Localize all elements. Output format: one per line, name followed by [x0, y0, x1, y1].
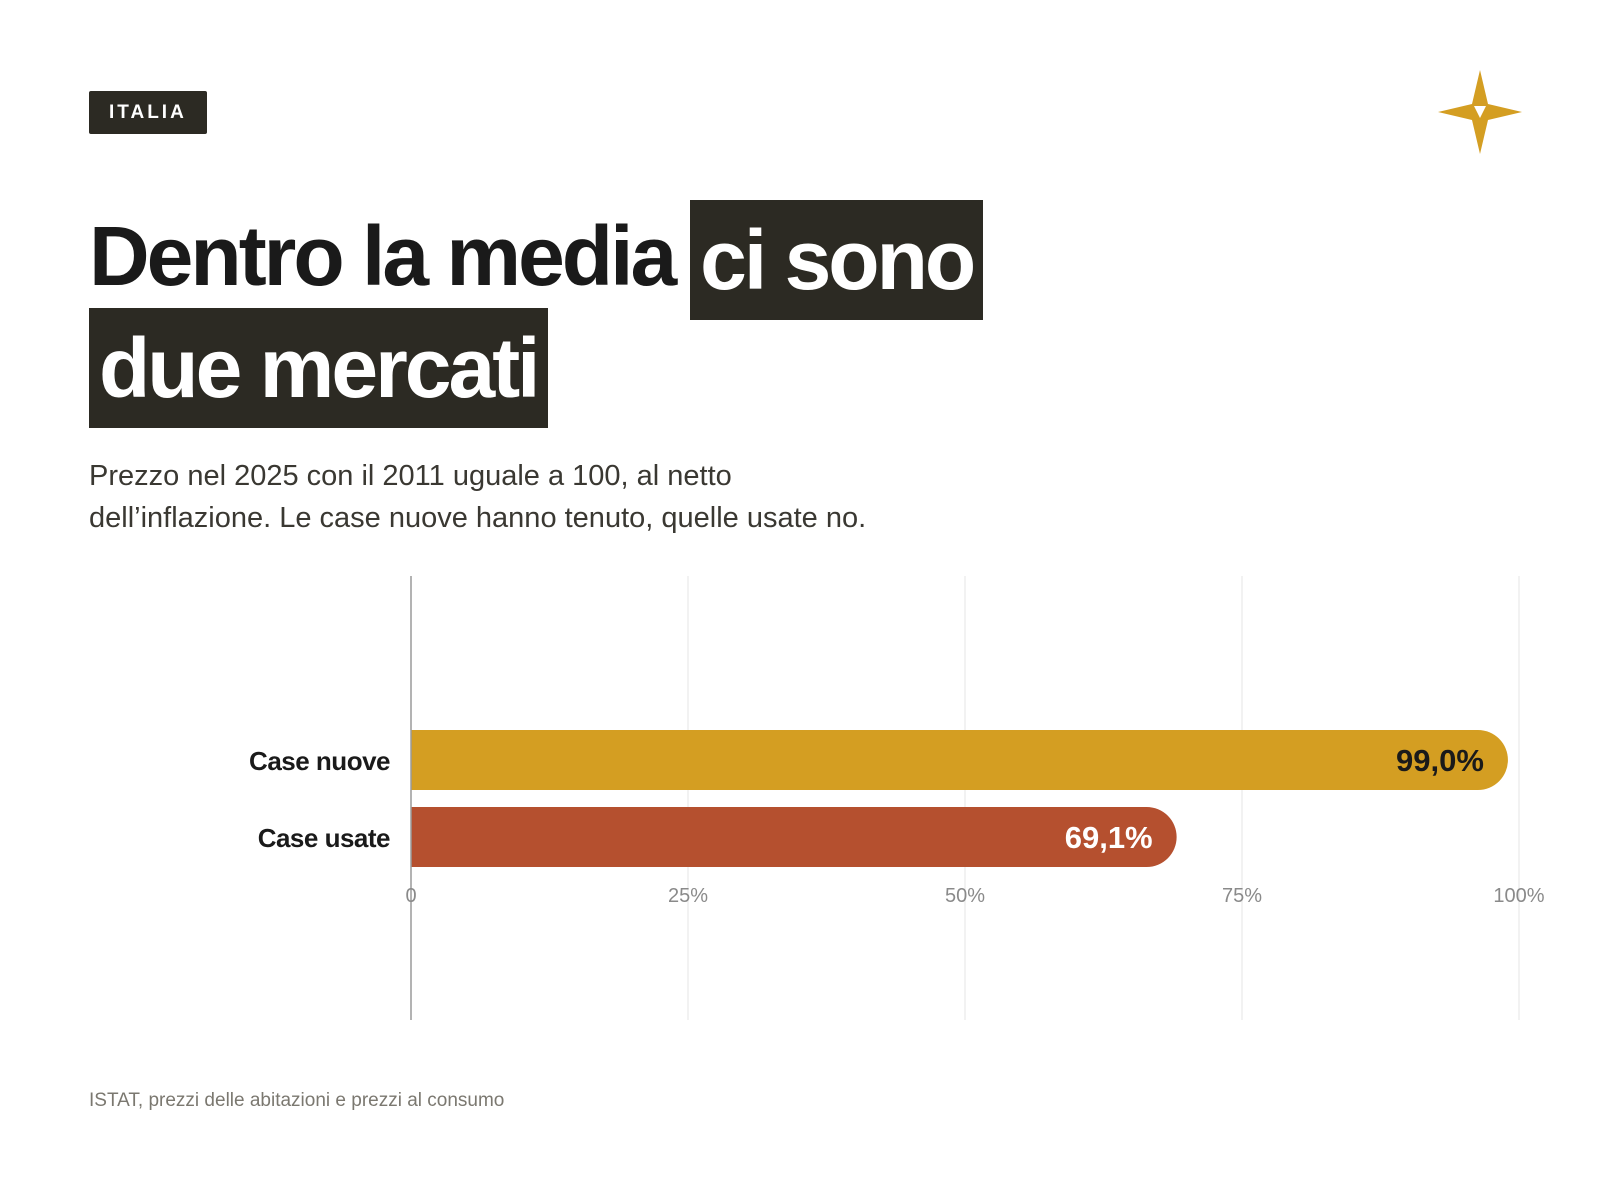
subtitle-line-2: dell’inflazione. Le case nuove hanno ten…: [89, 502, 867, 534]
star-notch: [1474, 106, 1486, 118]
x-tick-label: 0: [405, 885, 416, 907]
bar-case-nuove: [411, 730, 1508, 790]
headline: Dentro la media ci sono due mercati: [89, 200, 1189, 428]
x-tick-label: 75%: [1222, 885, 1262, 907]
source-note: ISTAT, prezzi delle abitazioni e prezzi …: [89, 1090, 505, 1111]
x-tick-label: 25%: [668, 885, 708, 907]
headline-line-1: Dentro la media ci sono: [89, 200, 1189, 320]
headline-highlight-2: due mercati: [89, 308, 548, 428]
category-label: Case nuove: [249, 746, 390, 776]
category-label: Case usate: [258, 823, 390, 853]
subtitle-line-1: Prezzo nel 2025 con il 2011 uguale a 100…: [89, 460, 732, 492]
x-tick-label: 50%: [945, 885, 985, 907]
country-tag: ITALIA: [89, 91, 207, 134]
four-point-star-icon: [1438, 70, 1522, 154]
subtitle: Prezzo nel 2025 con il 2011 uguale a 100…: [89, 455, 989, 539]
headline-highlight-1: ci sono: [690, 200, 984, 320]
bar-value-label: 69,1%: [1065, 820, 1153, 855]
x-tick-label: 100%: [1493, 885, 1544, 907]
bar-case-usate: [411, 807, 1177, 867]
bar-value-label: 99,0%: [1396, 743, 1484, 778]
headline-line-2: due mercati: [89, 308, 1189, 428]
headline-text: Dentro la media: [89, 209, 677, 303]
